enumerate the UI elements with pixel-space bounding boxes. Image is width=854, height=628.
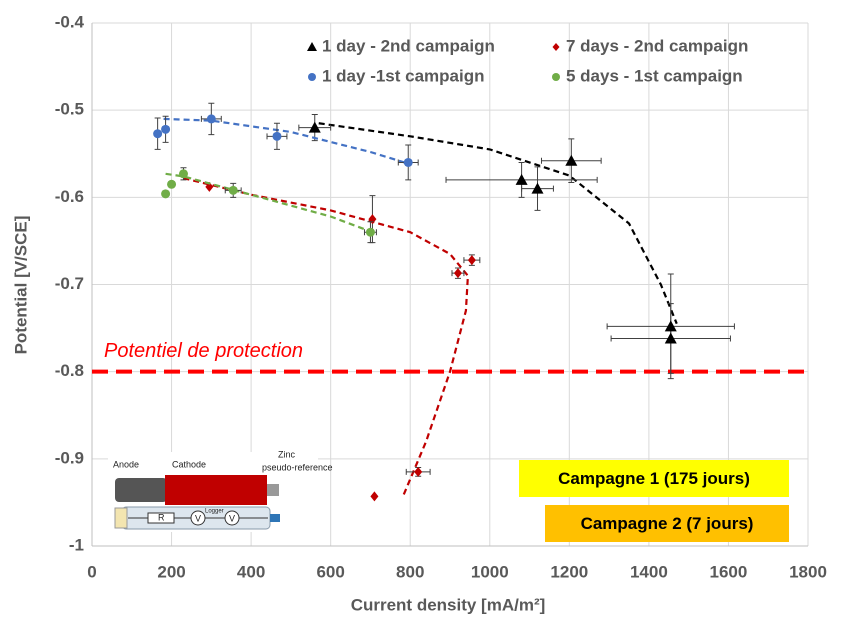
point — [664, 320, 677, 332]
inset-label: R — [158, 512, 165, 522]
y-axis-label: Potential [V/SCE] — [11, 216, 30, 355]
trend-line — [163, 117, 411, 166]
x-axis-label: Current density [mA/m²] — [351, 595, 546, 614]
point — [178, 169, 188, 179]
point — [308, 121, 321, 133]
anode-shape — [115, 478, 167, 502]
reference-label: Potentiel de protection — [104, 340, 303, 362]
point — [664, 332, 677, 344]
point — [205, 181, 214, 192]
inset-label: V — [195, 513, 201, 523]
x-tick-label: 1000 — [471, 562, 509, 581]
zinc-shape — [267, 484, 279, 496]
x-tick-label: 400 — [237, 562, 265, 581]
inset-label: pseudo-reference — [262, 462, 333, 472]
point — [370, 491, 379, 502]
point — [167, 179, 177, 189]
x-tick-label: 1400 — [630, 562, 668, 581]
legend-label: 1 day - 2nd campaign — [322, 36, 495, 55]
campaign-label: Campagne 1 (175 jours) — [558, 469, 750, 488]
inset-label: Anode — [113, 459, 139, 469]
x-tick-label: 1800 — [789, 562, 827, 581]
point — [365, 227, 375, 237]
point — [153, 129, 163, 139]
legend-marker — [308, 73, 316, 81]
resistor — [147, 512, 175, 524]
x-tick-label: 800 — [396, 562, 424, 581]
point — [453, 268, 462, 279]
point — [161, 124, 171, 134]
trend-line — [183, 177, 470, 499]
plug-shape — [270, 514, 280, 522]
meter — [190, 510, 206, 526]
y-tick-label: -0.9 — [55, 448, 84, 467]
x-tick-label: 200 — [157, 562, 185, 581]
x-tick-label: 1200 — [550, 562, 588, 581]
inset-label: Logger — [205, 509, 224, 515]
legend-marker — [307, 42, 317, 51]
y-tick-label: -0.4 — [55, 12, 85, 31]
campaign-box — [519, 460, 789, 497]
point — [403, 157, 413, 167]
y-tick-label: -0.6 — [55, 187, 84, 206]
cap-shape — [114, 507, 128, 529]
legend-marker — [552, 43, 560, 51]
point — [531, 182, 544, 194]
inset-label: V — [229, 513, 235, 523]
point — [414, 466, 423, 477]
legend-label: 1 day -1st campaign — [322, 66, 485, 85]
x-tick-label: 0 — [87, 562, 96, 581]
point — [515, 173, 528, 185]
y-tick-label: -0.7 — [55, 274, 84, 293]
y-tick-label: -0.5 — [55, 100, 84, 119]
trend-line — [318, 122, 678, 325]
point — [161, 189, 171, 199]
point — [206, 114, 216, 124]
cathode-shape — [165, 475, 267, 505]
meter — [224, 510, 240, 526]
campaign-label: Campagne 2 (7 jours) — [581, 514, 754, 533]
legend-label: 7 days - 2nd campaign — [566, 36, 748, 55]
x-tick-label: 1600 — [710, 562, 748, 581]
point — [368, 214, 377, 225]
legend-marker — [552, 73, 560, 81]
point — [228, 185, 238, 195]
trend-line — [165, 172, 373, 234]
inset-label: Zinc — [278, 449, 296, 459]
y-tick-label: -1 — [69, 535, 84, 554]
point — [565, 154, 578, 166]
legend-label: 5 days - 1st campaign — [566, 66, 743, 85]
x-tick-label: 600 — [316, 562, 344, 581]
inset-label: Cathode — [172, 459, 206, 469]
point — [272, 131, 282, 141]
inset: Anode Cathode Zinc pseudo-reference R V … — [108, 449, 333, 532]
campaign-box — [545, 505, 789, 542]
y-tick-label: -0.8 — [55, 361, 84, 380]
point — [467, 255, 476, 266]
